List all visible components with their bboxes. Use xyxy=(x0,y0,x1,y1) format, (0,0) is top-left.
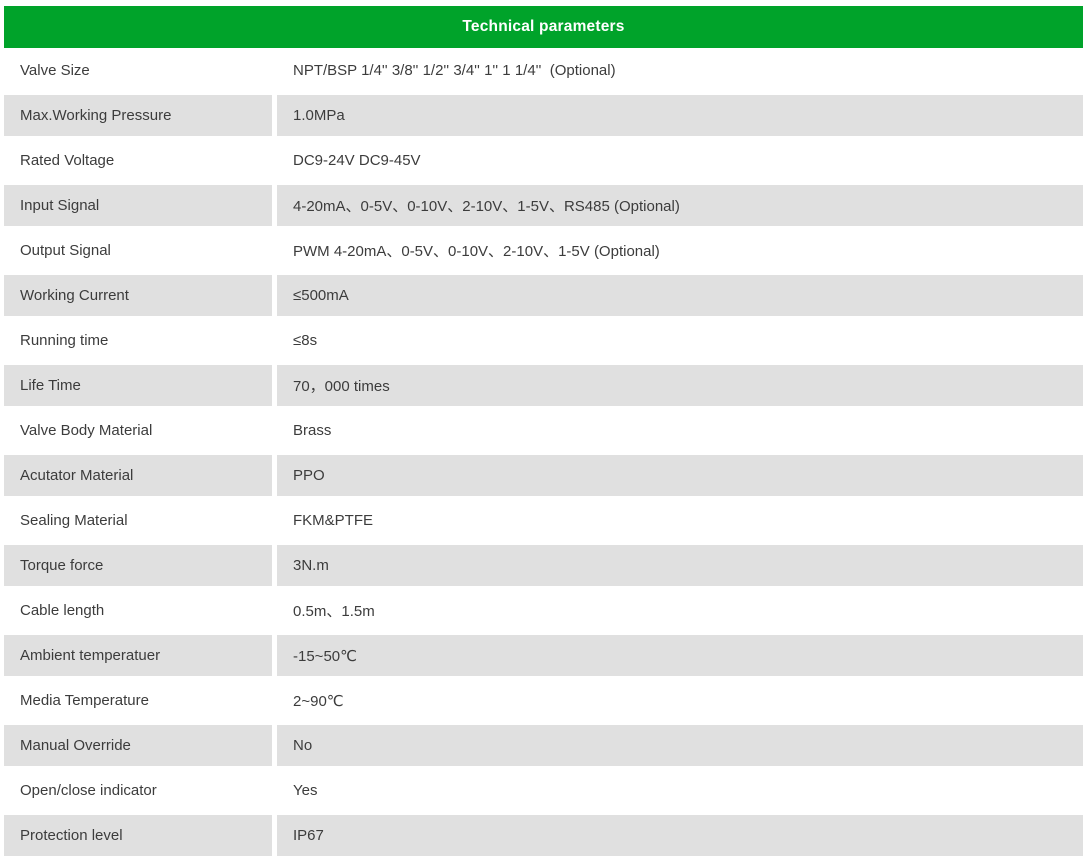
table-row: Torque force 3N.m xyxy=(4,543,1083,588)
param-name-cell: Running time xyxy=(4,320,272,361)
param-value-cell: ≤8s xyxy=(277,320,1083,361)
param-name-cell: Manual Override xyxy=(4,725,272,766)
table-row: Manual Override No xyxy=(4,723,1083,768)
param-value-cell: 70，000 times xyxy=(277,365,1083,406)
param-value-cell: IP67 xyxy=(277,815,1083,856)
param-name-cell: Protection level xyxy=(4,815,272,856)
technical-parameters-table: Technical parameters Valve Size NPT/BSP … xyxy=(4,6,1083,858)
param-name-cell: Cable length xyxy=(4,590,272,631)
table-row: Valve Size NPT/BSP 1/4'' 3/8'' 1/2'' 3/4… xyxy=(4,48,1083,93)
table-row: Life Time 70，000 times xyxy=(4,363,1083,408)
param-value-cell: Brass xyxy=(277,410,1083,451)
param-value-cell: 2~90℃ xyxy=(277,680,1083,721)
param-name-cell: Life Time xyxy=(4,365,272,406)
param-value-cell: ≤500mA xyxy=(277,275,1083,316)
param-value-cell: PWM 4-20mA、0-5V、0-10V、2-10V、1-5V (Option… xyxy=(277,230,1083,271)
param-name-cell: Output Signal xyxy=(4,230,272,271)
param-name-cell: Valve Size xyxy=(4,50,272,91)
param-name-cell: Ambient temperatuer xyxy=(4,635,272,676)
param-name-cell: Input Signal xyxy=(4,185,272,226)
param-value-cell: FKM&PTFE xyxy=(277,500,1083,541)
table-row: Sealing Material FKM&PTFE xyxy=(4,498,1083,543)
param-value-cell: 3N.m xyxy=(277,545,1083,586)
table-row: Max.Working Pressure 1.0MPa xyxy=(4,93,1083,138)
param-value-cell: 4-20mA、0-5V、0-10V、2-10V、1-5V、RS485 (Opti… xyxy=(277,185,1083,226)
table-row: Protection level IP67 xyxy=(4,813,1083,858)
table-row: Working Current ≤500mA xyxy=(4,273,1083,318)
table-body: Valve Size NPT/BSP 1/4'' 3/8'' 1/2'' 3/4… xyxy=(4,48,1083,858)
param-value-cell: PPO xyxy=(277,455,1083,496)
param-value-cell: NPT/BSP 1/4'' 3/8'' 1/2'' 3/4'' 1'' 1 1/… xyxy=(277,50,1083,91)
param-name-cell: Rated Voltage xyxy=(4,140,272,181)
param-value-cell: No xyxy=(277,725,1083,766)
param-value-cell: DC9-24V DC9-45V xyxy=(277,140,1083,181)
table-row: Acutator Material PPO xyxy=(4,453,1083,498)
param-value-cell: -15~50℃ xyxy=(277,635,1083,676)
param-name-cell: Working Current xyxy=(4,275,272,316)
table-row: Open/close indicator Yes xyxy=(4,768,1083,813)
param-value-cell: Yes xyxy=(277,770,1083,811)
param-name-cell: Acutator Material xyxy=(4,455,272,496)
table-header: Technical parameters xyxy=(4,6,1083,48)
table-row: Running time ≤8s xyxy=(4,318,1083,363)
param-name-cell: Valve Body Material xyxy=(4,410,272,451)
table-row: Ambient temperatuer -15~50℃ xyxy=(4,633,1083,678)
table-row: Input Signal 4-20mA、0-5V、0-10V、2-10V、1-5… xyxy=(4,183,1083,228)
table-row: Valve Body Material Brass xyxy=(4,408,1083,453)
param-name-cell: Max.Working Pressure xyxy=(4,95,272,136)
param-value-cell: 1.0MPa xyxy=(277,95,1083,136)
param-name-cell: Open/close indicator xyxy=(4,770,272,811)
table-row: Output Signal PWM 4-20mA、0-5V、0-10V、2-10… xyxy=(4,228,1083,273)
table-row: Media Temperature 2~90℃ xyxy=(4,678,1083,723)
param-value-cell: 0.5m、1.5m xyxy=(277,590,1083,631)
param-name-cell: Torque force xyxy=(4,545,272,586)
param-name-cell: Media Temperature xyxy=(4,680,272,721)
table-row: Cable length 0.5m、1.5m xyxy=(4,588,1083,633)
param-name-cell: Sealing Material xyxy=(4,500,272,541)
table-title: Technical parameters xyxy=(462,18,625,35)
table-row: Rated Voltage DC9-24V DC9-45V xyxy=(4,138,1083,183)
